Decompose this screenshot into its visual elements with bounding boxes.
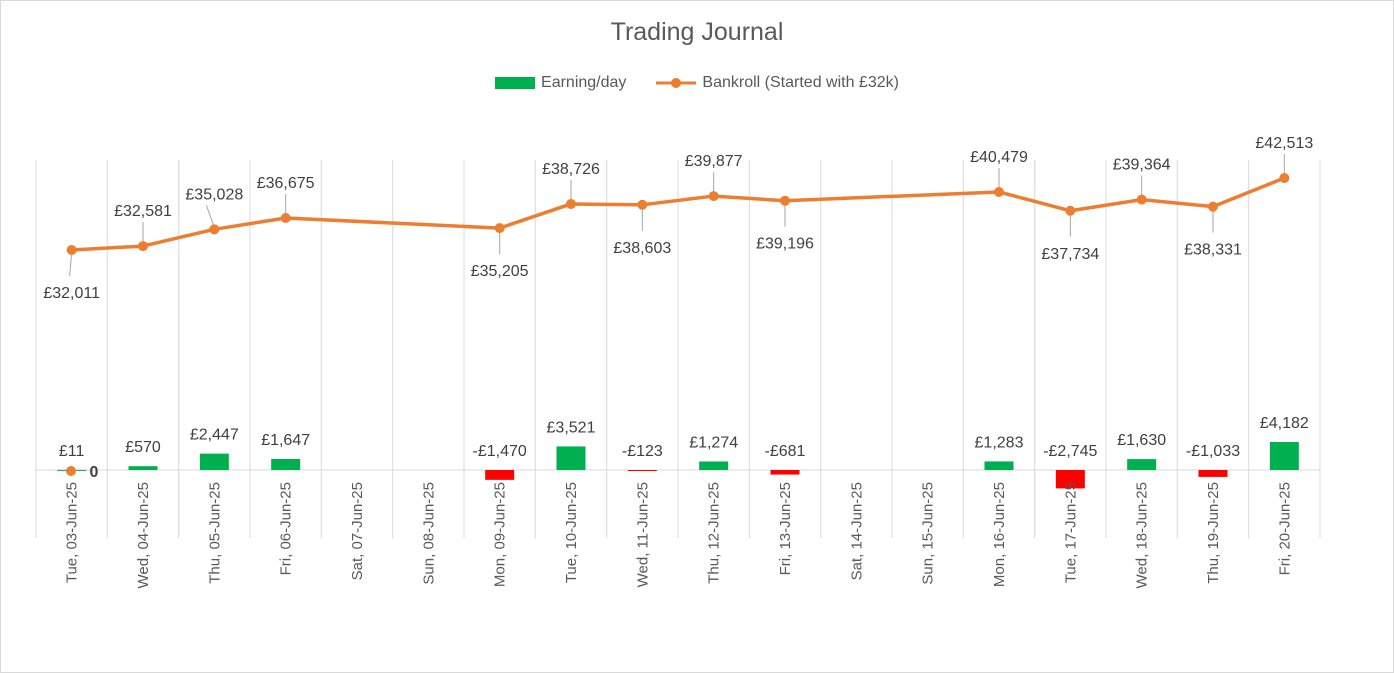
bar-label-16: -£1,033 — [1186, 443, 1240, 460]
line-label-6: £35,205 — [471, 263, 529, 280]
line-point-10 — [780, 195, 790, 206]
bar-label-7: £3,521 — [547, 419, 596, 436]
bar-1 — [128, 466, 158, 470]
line-label-15: £39,364 — [1113, 157, 1171, 174]
bar-label-13: £1,283 — [975, 434, 1024, 451]
x-tick-label-15: Wed, 18-Jun-25 — [1134, 482, 1151, 588]
x-tick-label-7: Tue, 10-Jun-25 — [563, 482, 580, 583]
bar-2 — [199, 453, 229, 470]
bar-13 — [984, 461, 1014, 470]
legend-item-earning: Earning/day — [495, 74, 626, 92]
bankroll-zero-marker — [66, 466, 76, 476]
line-point-9 — [708, 191, 719, 202]
bar-label-9: £1,274 — [689, 434, 738, 451]
line-point-15 — [1136, 194, 1147, 205]
line-label-17: £42,513 — [1255, 135, 1313, 152]
legend: Earning/day Bankroll (Started with £32k) — [0, 74, 1394, 92]
legend-swatch-bar — [495, 77, 536, 89]
x-tick-label-9: Thu, 12-Jun-25 — [706, 482, 723, 584]
line-point-3 — [280, 213, 291, 224]
x-tick-label-11: Sat, 14-Jun-25 — [848, 482, 865, 580]
x-tick-label-16: Thu, 19-Jun-25 — [1205, 482, 1222, 584]
bar-10 — [770, 470, 800, 475]
line-point-0 — [66, 245, 77, 255]
line-leader-0 — [69, 251, 73, 277]
bar-8 — [627, 470, 657, 471]
x-tick-label-3: Fri, 06-Jun-25 — [278, 482, 295, 575]
line-point-16 — [1208, 201, 1218, 212]
bar-7 — [556, 446, 586, 470]
line-label-13: £40,479 — [970, 149, 1028, 166]
x-tick-label-4: Sat, 07-Jun-25 — [349, 482, 366, 580]
x-tick-label-6: Mon, 09-Jun-25 — [492, 482, 509, 587]
bar-3 — [271, 458, 301, 470]
x-tick-label-10: Fri, 13-Jun-25 — [777, 482, 794, 575]
chart-title: Trading Journal — [610, 18, 784, 46]
line-label-10: £39,196 — [756, 236, 814, 253]
line-label-7: £38,726 — [542, 161, 600, 178]
zero-label: 0 — [90, 464, 99, 481]
line-point-1 — [138, 241, 148, 252]
x-tick-label-1: Wed, 04-Jun-25 — [135, 482, 152, 588]
bar-17 — [1269, 442, 1299, 470]
line-point-7 — [566, 198, 576, 209]
x-tick-label-5: Sun, 08-Jun-25 — [420, 482, 437, 585]
line-label-1: £32,581 — [114, 203, 172, 220]
line-point-17 — [1279, 173, 1290, 183]
x-tick-label-8: Wed, 11-Jun-25 — [634, 482, 651, 587]
x-tick-label-0: Tue, 03-Jun-25 — [64, 482, 81, 583]
line-label-14: £37,734 — [1041, 246, 1099, 263]
bar-label-15: £1,630 — [1117, 432, 1166, 449]
bar-9 — [699, 461, 729, 470]
bar-label-2: £2,447 — [190, 427, 239, 444]
line-point-13 — [994, 186, 1004, 197]
legend-item-bankroll: Bankroll (Started with £32k) — [656, 74, 899, 92]
legend-swatch-line — [656, 78, 697, 88]
bar-label-10: -£681 — [765, 443, 806, 460]
line-leader-2 — [205, 205, 215, 228]
x-tick-label-2: Thu, 05-Jun-25 — [206, 482, 223, 584]
line-label-9: £39,877 — [685, 153, 743, 170]
line-label-2: £35,028 — [185, 186, 243, 203]
legend-label-bankroll: Bankroll (Started with £32k) — [702, 74, 899, 91]
x-tick-label-14: Tue, 17-Jun-25 — [1062, 482, 1079, 583]
bankroll-line — [71, 176, 1285, 252]
bar-label-17: £4,182 — [1260, 415, 1309, 432]
line-point-6 — [494, 223, 505, 234]
line-label-16: £38,331 — [1184, 242, 1242, 259]
bar-label-6: -£1,470 — [473, 443, 527, 460]
legend-label-earning: Earning/day — [541, 74, 627, 91]
bar-label-14: -£2,745 — [1043, 443, 1097, 460]
bar-label-8: -£123 — [622, 443, 663, 460]
x-tick-label-17: Fri, 20-Jun-25 — [1276, 482, 1293, 575]
line-label-8: £38,603 — [613, 240, 671, 257]
line-point-14 — [1065, 205, 1076, 216]
bar-16 — [1198, 470, 1228, 477]
bar-label-1: £570 — [125, 439, 161, 456]
bar-label-0: £11 — [59, 443, 85, 460]
bar-6 — [485, 470, 515, 480]
line-label-3: £36,675 — [257, 175, 315, 192]
line-point-2 — [209, 224, 220, 235]
bar-15 — [1127, 459, 1157, 470]
x-tick-label-13: Mon, 16-Jun-25 — [991, 482, 1008, 587]
line-label-0: £32,011 — [43, 285, 100, 302]
bar-14 — [1055, 470, 1085, 489]
bar-label-3: £1,647 — [261, 432, 310, 449]
line-point-8 — [637, 199, 648, 210]
x-tick-label-12: Sun, 15-Jun-25 — [920, 482, 937, 585]
